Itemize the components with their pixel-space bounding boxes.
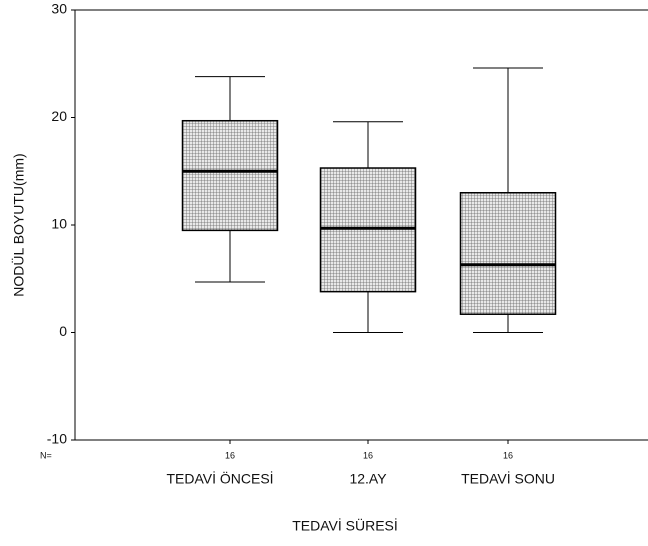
- n-value: 16: [225, 450, 235, 460]
- x-axis-label: TEDAVİ SÜRESİ: [292, 517, 398, 534]
- y-tick-label: 30: [51, 1, 67, 17]
- box: [181, 119, 279, 232]
- box: [319, 167, 417, 293]
- y-tick-label: 0: [59, 323, 67, 339]
- y-tick-label: 20: [51, 108, 67, 124]
- box: [459, 192, 557, 315]
- n-value: 16: [503, 450, 513, 460]
- n-label: N=: [40, 450, 52, 460]
- y-axis-label: NODÜL BOYUTU(mm): [10, 153, 27, 296]
- y-tick-label: 10: [51, 216, 67, 232]
- n-value: 16: [363, 450, 373, 460]
- x-tick-label: 12.AY: [349, 471, 387, 487]
- x-tick-label: TEDAVİ ÖNCESİ: [166, 470, 273, 487]
- y-tick-label: -10: [47, 431, 67, 447]
- x-tick-label: TEDAVİ SONU: [461, 470, 555, 487]
